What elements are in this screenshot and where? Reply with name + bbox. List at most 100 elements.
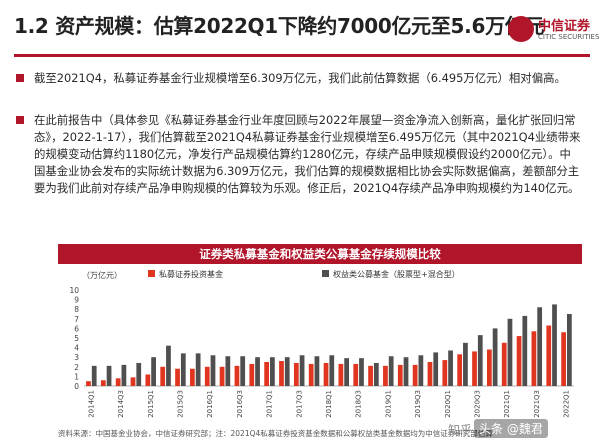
bar-private-2019Q4 [427, 362, 433, 386]
x-tick-label: 2019Q1 [384, 390, 392, 418]
bar-public-2017Q3 [299, 355, 305, 386]
logo-text-cn: 中信证券 [538, 19, 591, 34]
bar-public-2021Q2 [522, 315, 528, 386]
legend-label-2: 权益类公募基金（股票型+混合型） [333, 269, 460, 279]
bar-private-2021Q1 [501, 342, 507, 386]
bar-public-2022Q1 [566, 314, 572, 386]
bar-public-2015Q3 [180, 353, 186, 386]
citic-logo-icon [508, 16, 534, 42]
bullet-1-text: 截至2021Q4，私募证券基金行业规模增至6.309万亿元，我们此前估算数据（6… [34, 71, 566, 85]
bullet-2: 在此前报告中（具体参见《私募证券基金行业年度回顾与2022年展望—资金净流入创新… [16, 112, 582, 197]
bar-private-2017Q4 [308, 363, 314, 386]
y-tick-label: 9 [74, 296, 79, 305]
bullet-2-text: 在此前报告中（具体参见《私募证券基金行业年度回顾与2022年展望—资金净流入创新… [34, 113, 581, 195]
y-tick-label: 10 [69, 286, 79, 295]
x-tick-label: 2017Q3 [295, 390, 303, 418]
citic-logo: 中信证券 CITIC SECURITIES [508, 14, 600, 48]
bar-public-2021Q4 [552, 304, 557, 386]
bar-public-2016Q2 [225, 356, 231, 386]
slide-title: 1.2 资产规模：估算2022Q1下降约7000亿元至5.6万亿元 [14, 14, 545, 38]
x-tick-label: 2021Q3 [533, 390, 541, 418]
source-note: 资料来源：中国基金业协会，中信证券研究部；注：2021Q4私募证券投资基金数据和… [58, 429, 493, 438]
bar-private-2017Q3 [293, 362, 299, 386]
bar-private-2018Q2 [338, 363, 344, 386]
bar-public-2014Q4 [136, 362, 142, 386]
bar-public-2019Q4 [433, 352, 439, 386]
bar-private-2021Q3 [531, 331, 537, 386]
bar-private-2018Q1 [323, 362, 329, 386]
bar-public-2021Q3 [537, 307, 543, 386]
bar-private-2014Q3 [115, 378, 121, 386]
title-rule [14, 54, 590, 57]
bar-private-2014Q2 [100, 380, 106, 386]
bar-public-2014Q3 [121, 364, 127, 386]
bar-public-2016Q1 [210, 355, 216, 386]
bar-private-2016Q4 [249, 363, 255, 386]
y-tick-label: 8 [74, 305, 79, 314]
chart-container: 证券类私募基金和权益类公募基金存续规模比较 （万亿元） 0 1 2 3 4 5 6 7 8 9 10 私… [58, 244, 582, 426]
bar-private-2022Q1 [561, 332, 566, 386]
bar-public-2020Q2 [463, 342, 468, 386]
bar-private-2016Q1 [204, 366, 210, 386]
bar-public-2018Q4 [373, 362, 379, 386]
legend-swatch-1 [148, 270, 155, 277]
x-tick-label: 2015Q3 [177, 390, 185, 418]
x-tick-label: 2014Q3 [117, 390, 125, 418]
bar-public-2020Q3 [477, 335, 483, 386]
bar-private-2021Q4 [546, 325, 552, 386]
bar-public-2018Q2 [344, 358, 350, 386]
bar-public-2015Q2 [166, 345, 171, 386]
logo-text-en: CITIC SECURITIES [538, 33, 600, 41]
bar-private-2014Q4 [130, 377, 136, 386]
bar-private-2019Q2 [397, 364, 403, 386]
y-tick-label: 3 [74, 353, 79, 362]
bar-public-2017Q4 [314, 356, 320, 386]
bar-private-2020Q3 [472, 351, 477, 386]
x-tick-label: 2022Q1 [563, 390, 571, 418]
y-tick-label: 7 [74, 315, 79, 324]
bullet-1: 截至2021Q4，私募证券基金行业规模增至6.309万亿元，我们此前估算数据（6… [16, 70, 582, 87]
x-tick-label: 2017Q1 [266, 390, 274, 418]
bar-private-2019Q3 [412, 364, 418, 386]
y-tick-label: 1 [74, 372, 79, 381]
y-tick-label: 6 [74, 324, 79, 333]
x-tick-label: 2018Q3 [355, 390, 363, 418]
bar-private-2020Q1 [442, 360, 448, 386]
x-tick-label: 2016Q1 [206, 390, 214, 418]
bar-public-2017Q1 [270, 357, 275, 386]
bar-private-2015Q3 [175, 368, 180, 386]
bar-public-2015Q1 [151, 357, 156, 386]
bar-public-2015Q4 [195, 353, 201, 386]
x-tick-label: 2015Q1 [147, 390, 155, 418]
y-tick-label: 0 [74, 382, 79, 391]
x-tick-label: 2018Q1 [325, 390, 333, 418]
bar-private-2020Q4 [486, 349, 492, 386]
bar-private-2019Q1 [383, 365, 388, 386]
bar-private-2018Q4 [368, 365, 373, 386]
y-tick-label: 4 [74, 344, 79, 353]
x-tick-label: 2020Q3 [473, 390, 481, 418]
bar-private-2015Q2 [160, 366, 166, 386]
zhihu-watermark: 知乎 [448, 423, 473, 437]
bar-private-2020Q2 [457, 354, 463, 386]
bar-public-2018Q1 [329, 355, 335, 386]
bar-private-2014Q1 [86, 381, 91, 386]
bullet-square-icon [16, 74, 24, 82]
legend-label-1: 私募证券投资基金 [159, 269, 223, 279]
bar-private-2015Q4 [190, 368, 195, 386]
bar-private-2015Q1 [145, 374, 151, 386]
bar-private-2016Q3 [234, 365, 240, 386]
toutiao-watermark: 头条 @魏君 [474, 419, 548, 438]
bar-public-2020Q1 [448, 350, 453, 386]
bar-private-2018Q3 [353, 363, 359, 386]
x-tick-label: 2020Q1 [444, 390, 452, 418]
bar-public-2019Q2 [403, 357, 409, 386]
bar-public-2018Q3 [359, 358, 364, 386]
x-tick-label: 2019Q3 [414, 390, 422, 418]
bar-public-2017Q2 [284, 357, 290, 386]
x-tick-label: 2014Q1 [87, 390, 95, 418]
bar-public-2019Q3 [418, 355, 424, 386]
bar-public-2019Q1 [388, 356, 394, 386]
bar-public-2014Q1 [91, 365, 97, 386]
